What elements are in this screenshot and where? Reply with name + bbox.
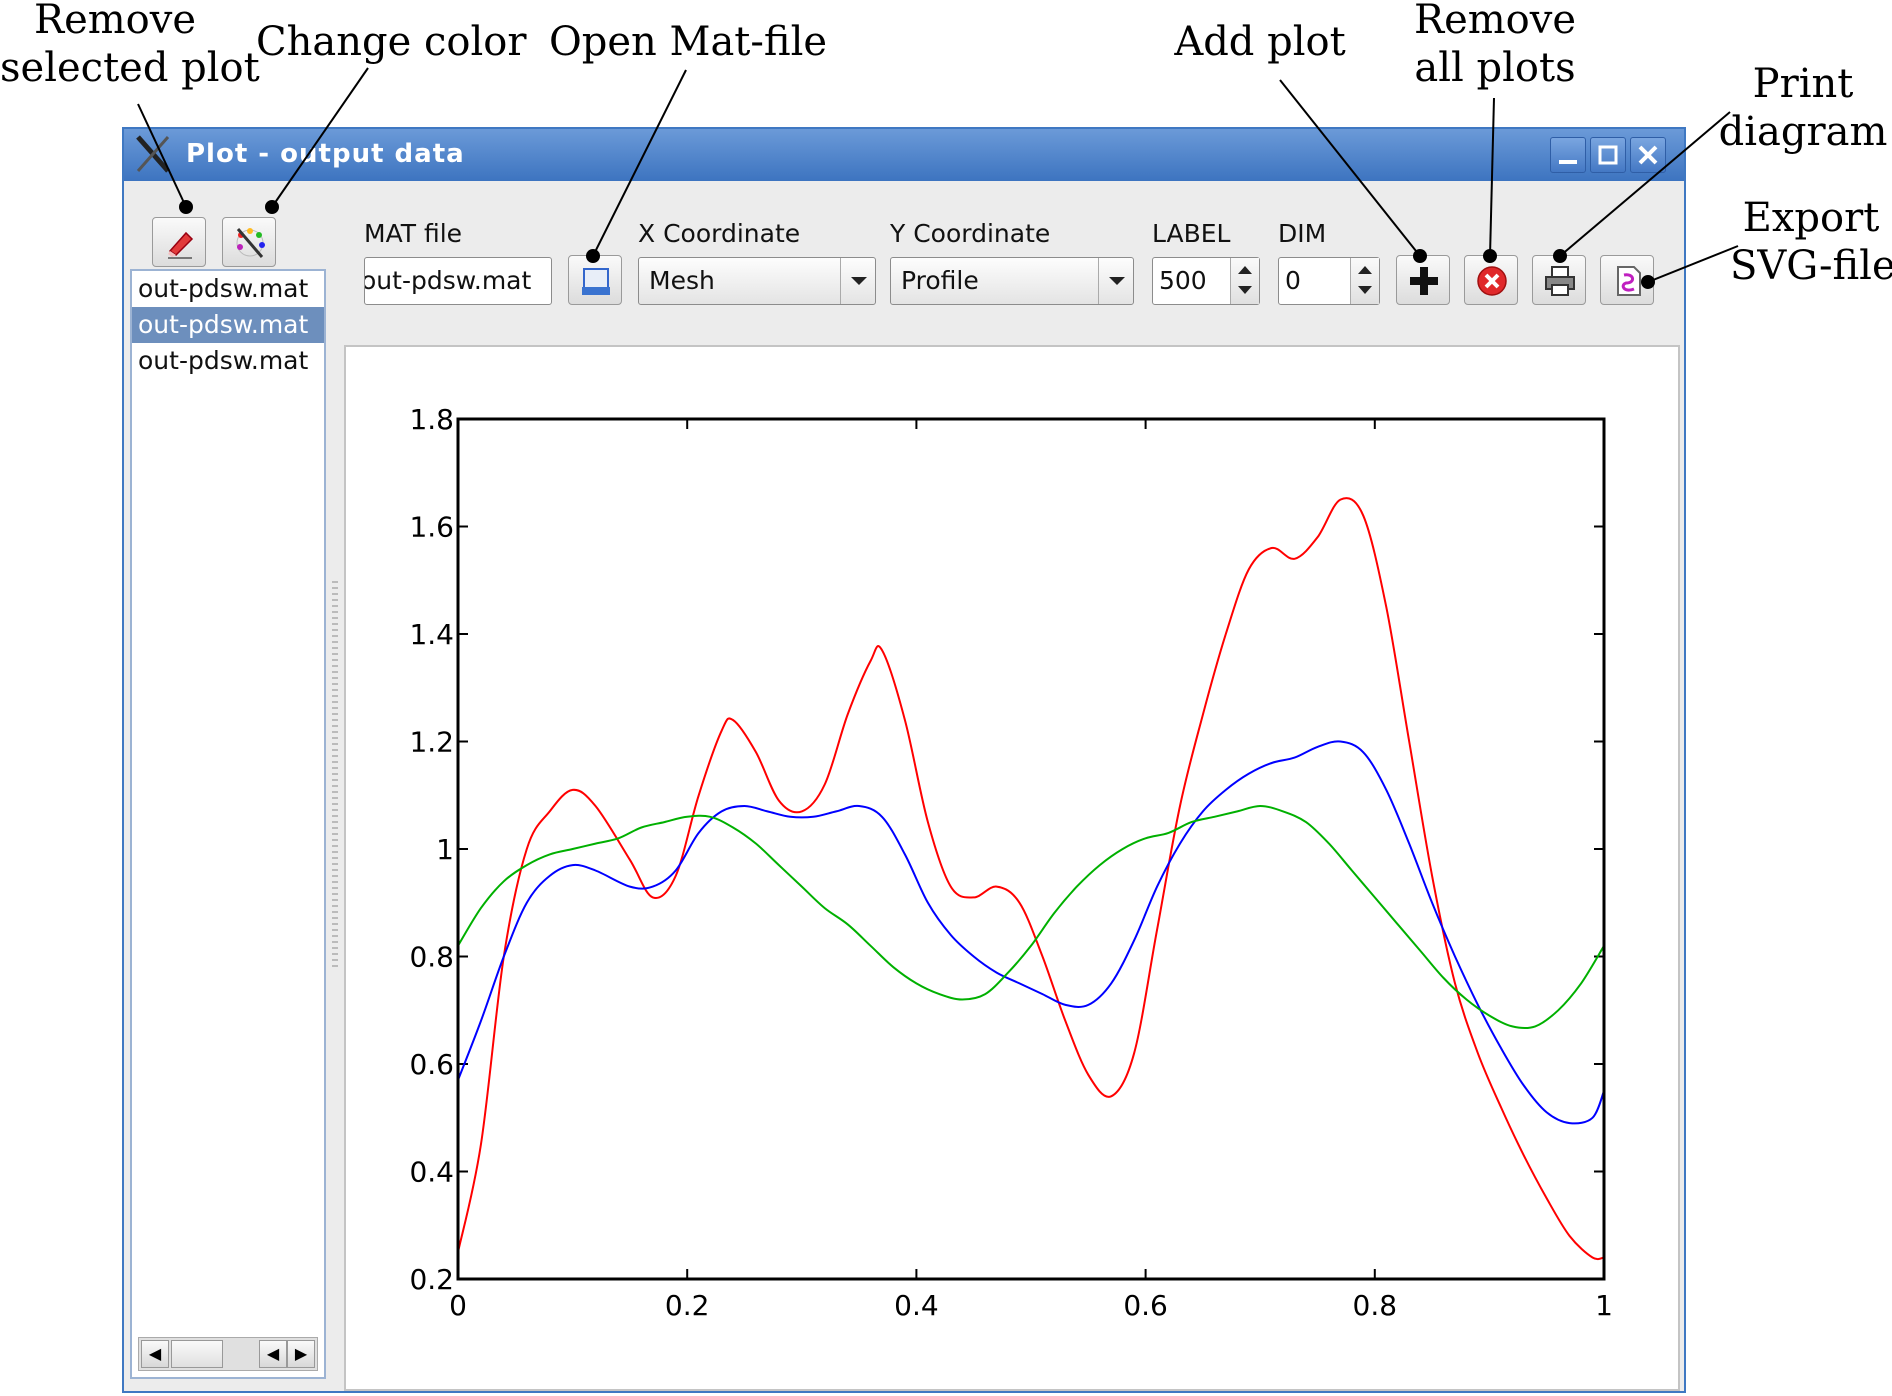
dim-spin-buttons[interactable] xyxy=(1350,258,1379,304)
add-plot-button[interactable] xyxy=(1396,255,1450,305)
annotation-remove-selected-plot: Remove selected plot xyxy=(0,0,260,92)
x-tick-label: 0.4 xyxy=(894,1289,939,1322)
scroll-left-button-2[interactable]: ◀ xyxy=(259,1340,287,1368)
annotation-line: Open Mat-file xyxy=(548,19,828,65)
x-tick-label: 0.2 xyxy=(665,1289,710,1322)
y-tick-label: 0.8 xyxy=(409,941,454,974)
series-line-0 xyxy=(457,497,1605,1261)
open-file-icon xyxy=(582,268,610,295)
axes-frame xyxy=(456,417,1606,1281)
change-color-button[interactable] xyxy=(222,217,276,267)
annotation-print-diagram: Print diagram xyxy=(1718,60,1888,156)
printer-icon xyxy=(1545,266,1575,296)
export-svg-button[interactable] xyxy=(1600,255,1654,305)
annotation-line: Add plot xyxy=(1174,19,1346,65)
file-list-item[interactable]: out-pdsw.mat xyxy=(138,346,309,375)
x-app-icon xyxy=(136,135,170,173)
close-icon xyxy=(1638,145,1658,165)
y-tick-label: 1 xyxy=(436,833,454,866)
plus-icon xyxy=(1410,267,1438,295)
line-chart: 0 0.2 0.4 0.6 0.8 10.20.40.60.811.21.41.61.8 xyxy=(409,403,1613,1322)
annotation-line: SVG-file xyxy=(1730,243,1892,289)
window-content: out-pdsw.mat out-pdsw.mat out-pdsw.mat ◀… xyxy=(124,181,1684,1391)
chevron-down-icon xyxy=(840,258,875,304)
y-tick-label: 1.8 xyxy=(409,403,454,436)
series-line-1 xyxy=(457,740,1605,1125)
y-tick-label: 1.6 xyxy=(409,511,454,544)
annotation-line: Change color xyxy=(256,19,527,65)
x-tick-label: 0 xyxy=(449,1289,467,1322)
dim-spinbox[interactable]: 0 xyxy=(1278,257,1380,305)
maximize-icon xyxy=(1598,145,1618,165)
y-tick-label: 0.6 xyxy=(409,1048,454,1081)
file-list[interactable]: out-pdsw.mat out-pdsw.mat out-pdsw.mat ◀… xyxy=(130,269,326,1379)
color-palette-icon xyxy=(236,228,265,258)
scroll-left-button[interactable]: ◀ xyxy=(141,1340,169,1368)
annotation-line: Export xyxy=(1742,195,1880,241)
annotation-line: all plots xyxy=(1414,45,1576,91)
title-bar[interactable]: Plot - output data xyxy=(124,129,1684,181)
x-tick-label: 0.6 xyxy=(1123,1289,1168,1322)
annotation-open-mat-file: Open Mat-file xyxy=(548,18,828,66)
plot-area: 0 0.2 0.4 0.6 0.8 1 0.2 0.4 0.6 0.8 1 1.2 1.4 1.6 1.8 xyxy=(344,345,1680,1391)
open-mat-file-button[interactable] xyxy=(568,255,622,305)
mat-file-label: MAT file xyxy=(364,219,463,248)
y-coordinate-value: Profile xyxy=(901,266,979,295)
remove-selected-plot-button[interactable] xyxy=(152,217,206,267)
label-spinbox[interactable]: 500 xyxy=(1152,257,1260,305)
svg-export-icon xyxy=(1617,266,1641,296)
annotation-line: Print xyxy=(1752,61,1854,107)
x-coordinate-label: X Coordinate xyxy=(638,219,801,248)
file-list-item[interactable]: out-pdsw.mat xyxy=(138,274,309,303)
annotation-change-color: Change color xyxy=(256,18,527,66)
annotation-add-plot: Add plot xyxy=(1170,18,1350,66)
y-tick-label: 1.4 xyxy=(409,618,454,651)
remove-all-plots-button[interactable] xyxy=(1464,255,1518,305)
window-title: Plot - output data xyxy=(186,139,465,169)
x-coordinate-select[interactable]: Mesh xyxy=(638,257,876,305)
plot-window: Plot - output data xyxy=(122,127,1686,1393)
minimize-icon xyxy=(1559,160,1577,164)
chevron-down-icon xyxy=(1098,258,1133,304)
y-tick-label: 1.2 xyxy=(409,726,454,759)
y-tick-label: 0.4 xyxy=(409,1156,454,1189)
print-diagram-button[interactable] xyxy=(1532,255,1586,305)
annotation-line: selected plot xyxy=(0,45,260,91)
minimize-button[interactable] xyxy=(1550,137,1586,173)
annotation-line: diagram xyxy=(1718,109,1888,155)
x-tick-label: 1 xyxy=(1595,1289,1613,1322)
annotation-line: Remove xyxy=(1413,0,1577,43)
label-spin-buttons[interactable] xyxy=(1230,258,1259,304)
y-coordinate-select[interactable]: Profile xyxy=(890,257,1134,305)
mat-file-input[interactable]: out-pdsw.mat xyxy=(364,257,552,305)
x-coordinate-value: Mesh xyxy=(649,266,715,295)
horizontal-scrollbar[interactable]: ◀ ◀ ▶ xyxy=(138,1337,318,1371)
annotation-remove-all-plots: Remove all plots xyxy=(1400,0,1590,92)
scroll-right-button[interactable]: ▶ xyxy=(287,1340,315,1368)
y-coordinate-label: Y Coordinate xyxy=(890,219,1051,248)
label-field-label: LABEL xyxy=(1152,219,1231,248)
remove-circle-icon xyxy=(1477,266,1507,296)
series-line-2 xyxy=(457,804,1605,1030)
x-tick-label: 0.8 xyxy=(1353,1289,1398,1322)
annotation-line: Remove xyxy=(33,0,197,43)
dim-value: 0 xyxy=(1285,266,1301,295)
maximize-button[interactable] xyxy=(1590,137,1626,173)
scroll-thumb[interactable] xyxy=(171,1340,223,1368)
file-list-item-selected[interactable]: out-pdsw.mat xyxy=(132,307,324,343)
dim-field-label: DIM xyxy=(1278,219,1327,248)
eraser-icon xyxy=(168,231,194,259)
close-window-button[interactable] xyxy=(1630,137,1666,173)
splitter-handle[interactable] xyxy=(332,581,338,971)
y-tick-label: 0.2 xyxy=(409,1263,454,1296)
annotation-export-svg-file: Export SVG-file xyxy=(1730,194,1892,290)
label-value: 500 xyxy=(1159,266,1207,295)
